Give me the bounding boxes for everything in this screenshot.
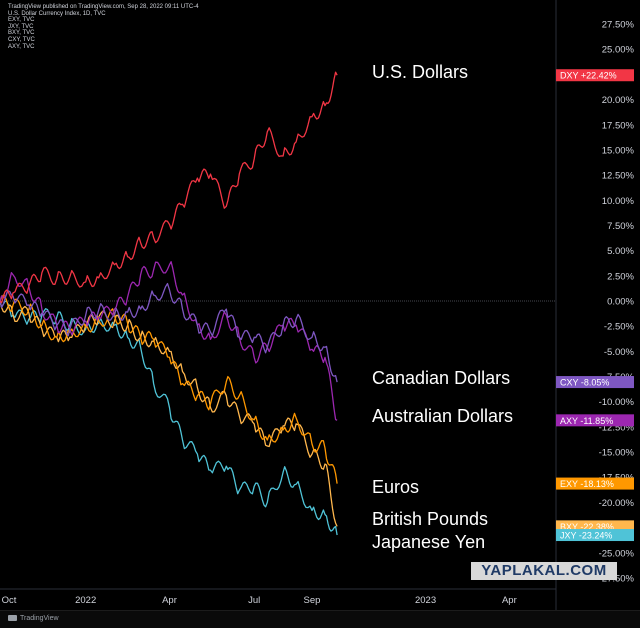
series-line-bxy xyxy=(0,300,338,527)
y-tick-label: 2.50% xyxy=(607,271,634,282)
header-line: U.S. Dollar Currency Index, 1D, TVC xyxy=(8,10,106,17)
watermark: YAPLAKAL.COM xyxy=(471,562,617,580)
badge-label-bxy: BXY -22.38% xyxy=(560,522,614,532)
badge-dxy xyxy=(556,69,634,82)
y-tick-label: 20.00% xyxy=(602,95,635,106)
badge-label-jxy: JXY -23.24% xyxy=(560,531,612,541)
series-label-jxy: Japanese Yen xyxy=(372,532,485,552)
y-tick-label: -20.00% xyxy=(599,498,635,509)
badge-cxy xyxy=(556,376,634,389)
series-line-jxy xyxy=(0,300,338,536)
y-tick-label: -10.00% xyxy=(599,397,635,408)
badge-label-axy: AXY -11.85% xyxy=(560,416,613,426)
x-tick-label: Jul xyxy=(248,595,260,606)
series-line-dxy xyxy=(0,71,338,304)
header-line: TradingView published on TradingView.com… xyxy=(8,4,199,10)
y-tick-label: 7.50% xyxy=(607,221,634,232)
y-tick-label: 10.00% xyxy=(602,196,635,207)
y-tick-label: 5.00% xyxy=(607,246,634,257)
tradingview-logo-icon xyxy=(8,615,17,621)
series-label-bxy: British Pounds xyxy=(372,509,488,529)
y-tick-label: 17.50% xyxy=(602,120,635,131)
series-label-dxy: U.S. Dollars xyxy=(372,62,468,82)
badge-exy xyxy=(556,477,634,490)
series-label-exy: Euros xyxy=(372,477,419,497)
badge-label-cxy: CXY -8.05% xyxy=(560,378,609,388)
brand: TradingView xyxy=(8,615,59,622)
badge-label-exy: EXY -18.13% xyxy=(560,479,614,489)
chart-header: TradingView published on TradingView.com… xyxy=(8,4,199,50)
header-line: AXY, TVC xyxy=(8,43,35,50)
x-tick-label: 2023 xyxy=(415,595,436,606)
x-tick-label: Sep xyxy=(304,595,321,606)
badge-jxy xyxy=(556,529,634,542)
x-tick-label: 2022 xyxy=(75,595,96,606)
series-label-cxy: Canadian Dollars xyxy=(372,368,510,388)
y-tick-label: -12.50% xyxy=(599,422,635,433)
brand-label: TradingView xyxy=(20,615,59,622)
x-tick-label: Apr xyxy=(162,595,177,606)
y-tick-label: 0.00% xyxy=(607,297,634,308)
badge-label-dxy: DXY +22.42% xyxy=(560,71,617,81)
y-tick-label: -15.00% xyxy=(599,448,635,459)
y-tick-label: 12.50% xyxy=(602,171,635,182)
series-line-cxy xyxy=(0,282,338,383)
y-tick-label: -2.50% xyxy=(604,322,635,333)
series-line-exy xyxy=(0,294,338,484)
header-line: EXY, TVC xyxy=(8,17,35,24)
header-line: BXY, TVC xyxy=(8,30,35,37)
y-tick-label: 27.50% xyxy=(602,20,635,31)
y-tick-label: -25.00% xyxy=(599,548,635,559)
footer-bar: TradingView xyxy=(0,610,640,628)
x-tick-label: Apr xyxy=(502,595,517,606)
header-line: JXY, TVC xyxy=(8,23,34,30)
badge-axy xyxy=(556,414,634,427)
header-line: CXY, TVC xyxy=(8,36,35,43)
x-tick-label: Oct xyxy=(2,595,17,606)
y-tick-label: 25.00% xyxy=(602,45,635,56)
y-tick-label: 15.00% xyxy=(602,145,635,156)
series-label-axy: Australian Dollars xyxy=(372,406,513,426)
y-tick-label: -5.00% xyxy=(604,347,635,358)
